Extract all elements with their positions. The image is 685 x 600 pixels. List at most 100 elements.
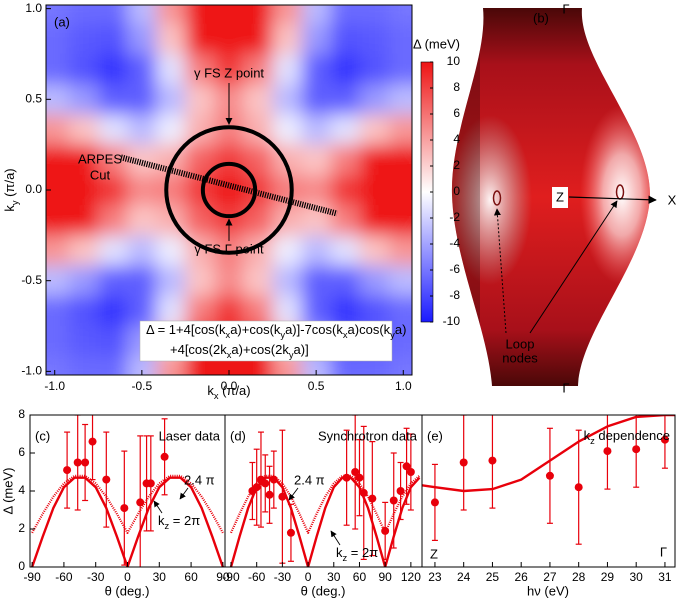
heatmap-cell bbox=[330, 265, 361, 297]
subscript: x bbox=[227, 350, 232, 360]
panel-label: (b) bbox=[533, 10, 549, 25]
y-tick-label: 0.5 bbox=[25, 91, 42, 105]
x-tick-label: 1.0 bbox=[395, 379, 412, 393]
heatmap-cell bbox=[330, 144, 361, 176]
x-tick-label: 120 bbox=[401, 570, 421, 584]
y-tick-label: 0 bbox=[18, 559, 25, 573]
data-point bbox=[278, 492, 287, 501]
data-point bbox=[120, 504, 129, 513]
heatmap-cell bbox=[98, 174, 128, 206]
x-axis-label: kx (π/a) bbox=[207, 383, 250, 401]
heatmap-cell bbox=[46, 265, 70, 297]
data-point bbox=[136, 498, 145, 507]
heatmap-cell bbox=[46, 5, 70, 25]
x-tick-label: -0.5 bbox=[132, 379, 153, 393]
heatmap-cell bbox=[69, 235, 99, 267]
y-tick-label: 8 bbox=[18, 407, 25, 421]
heatmap-cell bbox=[69, 144, 99, 176]
subscript: z bbox=[343, 553, 348, 563]
data-point bbox=[389, 496, 398, 505]
subscript: z bbox=[590, 436, 595, 446]
heatmap-cell bbox=[330, 235, 361, 267]
heatmap-cell bbox=[243, 265, 274, 297]
y-tick-label: 2 bbox=[18, 521, 25, 535]
annotation: γ FS Γ point bbox=[194, 241, 264, 256]
text-part: a)cos(k bbox=[348, 322, 391, 337]
panel-title: kz dependence bbox=[584, 428, 670, 446]
heatmap-cell bbox=[156, 23, 187, 55]
x-tick-label: 30 bbox=[630, 570, 644, 584]
heatmap-cell bbox=[359, 114, 390, 146]
heatmap-cell bbox=[330, 23, 361, 55]
heatmap-cell bbox=[330, 5, 361, 25]
heatmap-cell bbox=[156, 53, 187, 85]
colorbar-tick-label: -10 bbox=[443, 314, 461, 328]
heatmap-cell bbox=[359, 23, 390, 55]
heatmap-cell bbox=[388, 174, 412, 206]
heatmap-cell bbox=[301, 84, 332, 116]
data-point bbox=[488, 456, 497, 465]
subscript: x bbox=[343, 330, 348, 340]
data-point bbox=[261, 479, 270, 488]
heatmap-cell bbox=[69, 326, 99, 357]
x-tick-label: 29 bbox=[601, 570, 615, 584]
formula-box bbox=[139, 320, 393, 362]
text-part: k bbox=[158, 513, 165, 528]
curve-label: kz = 2π bbox=[158, 513, 200, 531]
heatmap-cell bbox=[301, 265, 332, 297]
panel-title: Synchrotron data bbox=[318, 428, 418, 443]
heatmap-cell bbox=[359, 53, 390, 85]
heatmap-cell bbox=[214, 5, 245, 25]
data-point bbox=[269, 475, 278, 484]
curve-label: 2.4 π bbox=[184, 472, 215, 487]
x-tick-label: 30 bbox=[327, 570, 341, 584]
data-point bbox=[660, 435, 669, 444]
heatmap-cell bbox=[388, 144, 412, 176]
data-point bbox=[252, 483, 261, 492]
heatmap-cell bbox=[388, 235, 412, 267]
colorbar-tick-label: -8 bbox=[449, 288, 460, 302]
fermi-surface-z bbox=[164, 125, 294, 255]
heatmap-cell bbox=[243, 84, 274, 116]
x-axis-label: θ (deg.) bbox=[105, 583, 150, 598]
x-tick-label: 0 bbox=[305, 570, 312, 584]
heatmap-cell bbox=[272, 5, 303, 25]
arrow bbox=[330, 530, 341, 546]
y-axis-label: Δ (meV) bbox=[0, 468, 15, 515]
plot-area bbox=[30, 415, 225, 567]
data-point bbox=[545, 471, 554, 480]
heatmap-cell bbox=[243, 174, 274, 206]
y-tick-label: 1.0 bbox=[25, 1, 42, 15]
data-point bbox=[355, 473, 364, 482]
colorbar-tick-label: 0 bbox=[453, 184, 460, 198]
label-box bbox=[552, 187, 568, 208]
heatmap-cell bbox=[69, 114, 99, 146]
heatmap-cell bbox=[156, 235, 187, 267]
heatmap-cell bbox=[69, 84, 99, 116]
heatmap-cell bbox=[46, 84, 70, 116]
heatmap-cell bbox=[69, 23, 99, 55]
heatmap-cell bbox=[243, 5, 274, 25]
arrow bbox=[153, 500, 163, 514]
heatmap-cell bbox=[388, 326, 412, 357]
heatmap-cell bbox=[388, 53, 412, 85]
colorbar-tick-label: 8 bbox=[453, 80, 460, 94]
heatmap-cell bbox=[359, 205, 390, 236]
heatmap-cell bbox=[330, 205, 361, 236]
fermi-surface-body bbox=[451, 8, 650, 386]
subscript: y bbox=[280, 330, 285, 340]
heatmap-cell bbox=[243, 53, 274, 85]
data-point bbox=[265, 490, 274, 499]
loop-node bbox=[492, 190, 502, 206]
x-tick-label: -60 bbox=[55, 570, 73, 584]
heatmap-cell bbox=[272, 84, 303, 116]
heatmap-cell bbox=[46, 53, 70, 85]
data-point bbox=[396, 487, 405, 495]
heatmap-cell bbox=[243, 23, 274, 55]
heatmap-cell bbox=[185, 265, 216, 297]
text-part: k bbox=[2, 205, 17, 212]
formula: +4[cos(2kxa)+cos(2kya)] bbox=[170, 342, 309, 360]
data-point bbox=[102, 475, 111, 484]
heatmap-cell bbox=[127, 23, 158, 55]
